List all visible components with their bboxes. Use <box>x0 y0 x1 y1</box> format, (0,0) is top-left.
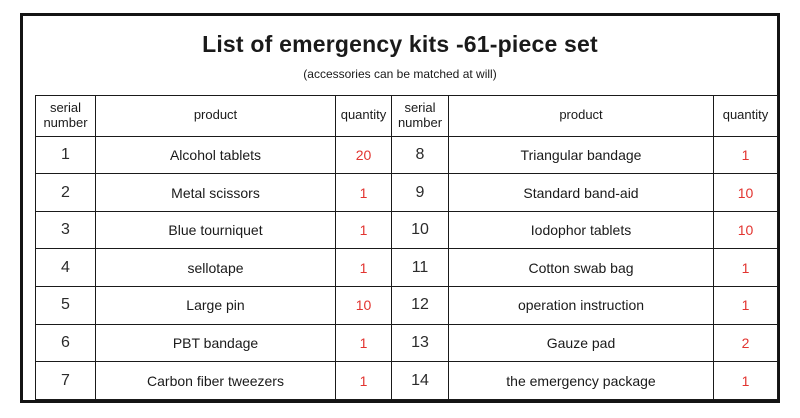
quantity-cell: 1 <box>335 323 392 363</box>
table-row: 7 Carbon fiber tweezers 1 14 the emergen… <box>35 361 778 400</box>
serial-cell: 11 <box>391 248 449 288</box>
product-cell: PBT bandage <box>95 323 336 363</box>
product-cell: the emergency package <box>448 361 714 400</box>
quantity-cell: 10 <box>713 173 778 212</box>
product-cell: Metal scissors <box>95 173 336 212</box>
serial-number-header-left: serial number <box>35 95 96 137</box>
product-header-left: product <box>95 95 336 137</box>
quantity-cell: 1 <box>335 248 392 288</box>
table-row: 5 Large pin 10 12 operation instruction … <box>35 286 778 325</box>
serial-cell: 12 <box>391 286 449 325</box>
serial-cell: 1 <box>35 135 96 175</box>
serial-cell: 4 <box>35 248 96 288</box>
quantity-cell: 1 <box>335 361 392 400</box>
table-header-row: serial number product quantity serial nu… <box>35 95 778 137</box>
product-cell: Blue tourniquet <box>95 210 336 250</box>
serial-cell: 14 <box>391 361 449 400</box>
serial-number-header-right: serial number <box>391 95 449 137</box>
serial-cell: 13 <box>391 323 449 363</box>
serial-cell: 9 <box>391 173 449 212</box>
table-row: 4 sellotape 1 11 Cotton swab bag 1 <box>35 248 778 288</box>
table-row: 2 Metal scissors 1 9 Standard band-aid 1… <box>35 173 778 212</box>
emergency-kit-table: serial number product quantity serial nu… <box>35 95 778 400</box>
quantity-cell: 1 <box>713 286 778 325</box>
product-cell: Alcohol tablets <box>95 135 336 175</box>
table-row: 3 Blue tourniquet 1 10 Iodophor tablets … <box>35 210 778 250</box>
product-cell: Cotton swab bag <box>448 248 714 288</box>
quantity-cell: 1 <box>335 173 392 212</box>
serial-cell: 5 <box>35 286 96 325</box>
quantity-cell: 1 <box>713 135 778 175</box>
product-cell: Large pin <box>95 286 336 325</box>
table-row: 6 PBT bandage 1 13 Gauze pad 2 <box>35 323 778 363</box>
quantity-cell: 1 <box>713 248 778 288</box>
serial-cell: 6 <box>35 323 96 363</box>
page-subtitle: (accessories can be matched at will) <box>303 67 497 81</box>
serial-cell: 10 <box>391 210 449 250</box>
quantity-cell: 20 <box>335 135 392 175</box>
quantity-header-right: quantity <box>713 95 778 137</box>
serial-cell: 8 <box>391 135 449 175</box>
quantity-cell: 10 <box>713 210 778 250</box>
quantity-cell: 1 <box>713 361 778 400</box>
table-row: 1 Alcohol tablets 20 8 Triangular bandag… <box>35 135 778 175</box>
product-cell: Standard band-aid <box>448 173 714 212</box>
quantity-cell: 10 <box>335 286 392 325</box>
serial-cell: 3 <box>35 210 96 250</box>
quantity-cell: 1 <box>335 210 392 250</box>
document-frame: List of emergency kits -61-piece set (ac… <box>20 13 780 403</box>
quantity-cell: 2 <box>713 323 778 363</box>
serial-cell: 2 <box>35 173 96 212</box>
product-cell: Iodophor tablets <box>448 210 714 250</box>
product-cell: Carbon fiber tweezers <box>95 361 336 400</box>
product-header-right: product <box>448 95 714 137</box>
product-cell: Triangular bandage <box>448 135 714 175</box>
product-cell: Gauze pad <box>448 323 714 363</box>
product-cell: sellotape <box>95 248 336 288</box>
serial-cell: 7 <box>35 361 96 400</box>
product-cell: operation instruction <box>448 286 714 325</box>
page-title: List of emergency kits -61-piece set <box>202 31 598 57</box>
quantity-header-left: quantity <box>335 95 392 137</box>
